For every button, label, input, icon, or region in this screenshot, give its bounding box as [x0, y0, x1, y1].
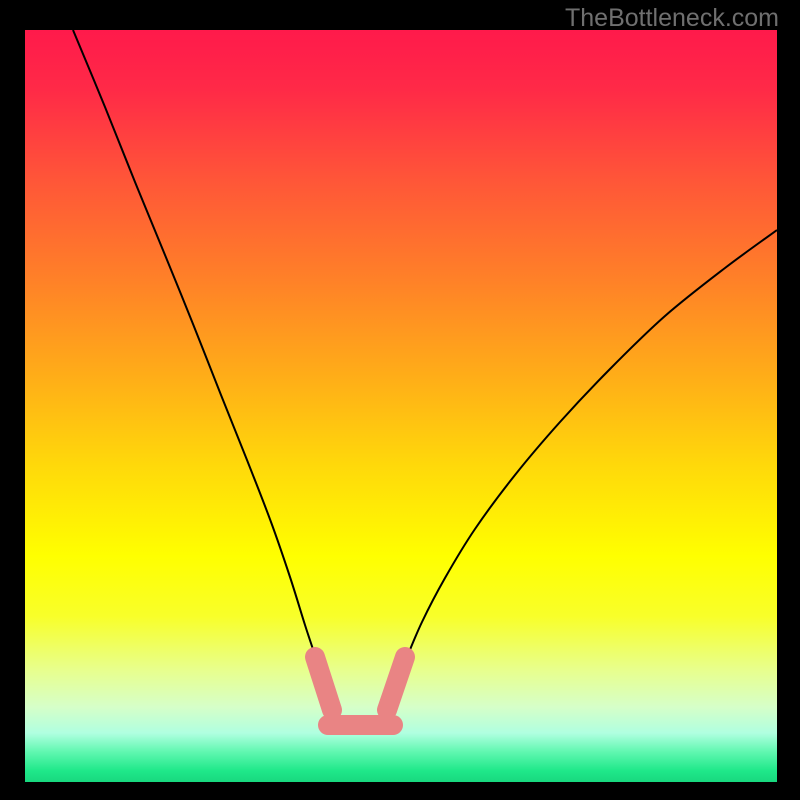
watermark-label: TheBottleneck.com [565, 4, 779, 33]
chart-svg [25, 30, 777, 782]
chart-plot-area [25, 30, 777, 782]
